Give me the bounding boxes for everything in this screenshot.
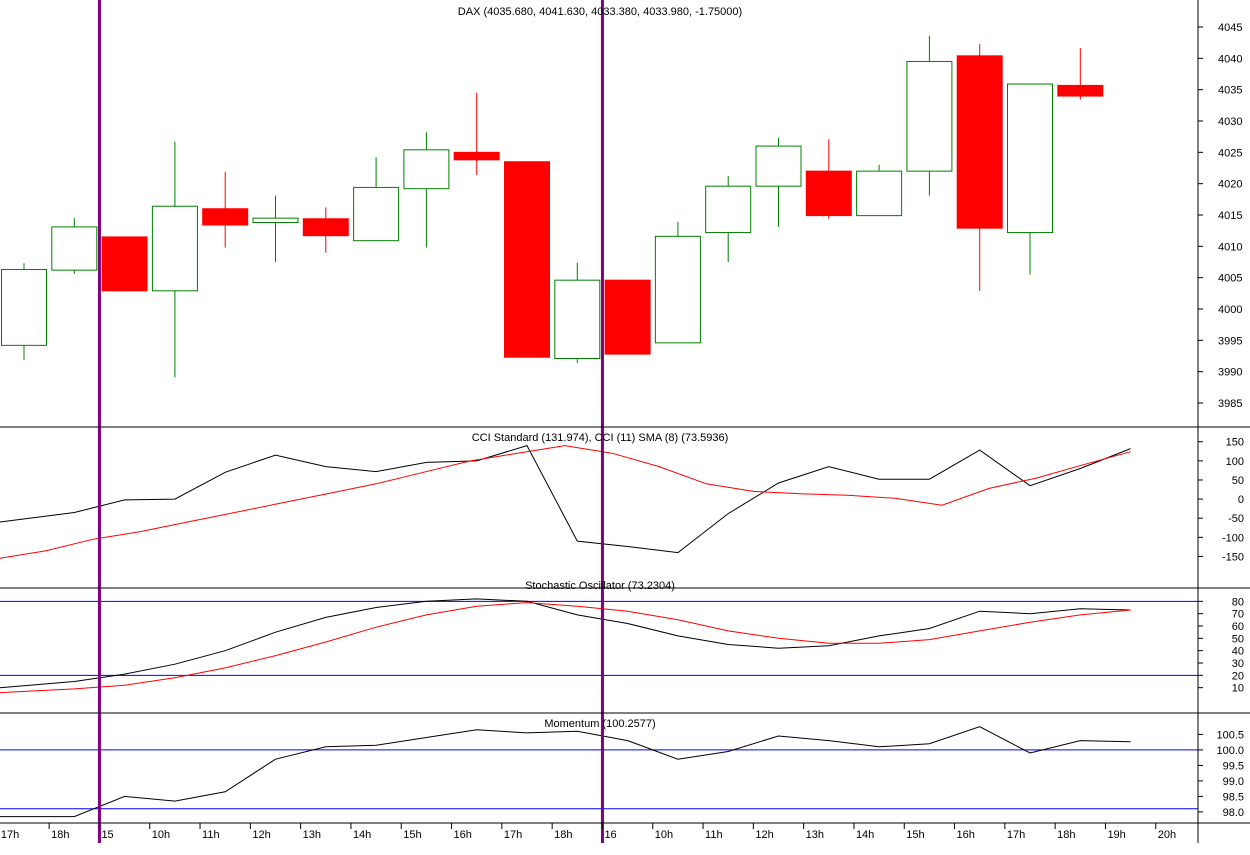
x-tick-label: 19h (1107, 829, 1125, 841)
candle-body (252, 217, 299, 224)
candle-body (453, 151, 500, 161)
guides-layer (0, 600, 1198, 810)
indicator-tick-label: 100.5 (1216, 729, 1244, 741)
x-tick-label: 17h (1007, 829, 1025, 841)
indicator-series-line (0, 602, 1131, 694)
indicator-tick-label: 100 (1226, 456, 1244, 468)
indicator-panel-title: Momentum (100.2577) (544, 718, 655, 730)
data-layer (0, 0, 1131, 843)
indicator-tick-label: 100.0 (1216, 745, 1244, 757)
indicator-series-line (0, 445, 1131, 554)
labels-layer: 3985399039954000400540104015402040254030… (1, 6, 1244, 841)
indicator-tick-label: -100 (1222, 532, 1244, 544)
candle-body (1057, 84, 1104, 97)
candle-body (554, 279, 601, 360)
candle-body (1007, 83, 1053, 234)
candle-body (604, 279, 651, 355)
indicator-tick-label: 98.0 (1223, 807, 1244, 819)
candle-body (353, 186, 400, 242)
price-tick-label: 4040 (1218, 53, 1242, 65)
x-tick-label: 16h (454, 829, 472, 841)
indicator-tick-label: 99.5 (1223, 760, 1244, 772)
candle-body (805, 170, 852, 217)
indicator-tick-label: 40 (1232, 646, 1244, 658)
indicator-tick-label: 80 (1232, 596, 1244, 608)
indicator-panel-title: Stochastic Oscillator (73.2304) (525, 580, 675, 592)
price-tick-label: 4030 (1218, 116, 1242, 128)
price-panel-title: DAX (4035.680, 4041.630, 4033.380, 4033.… (458, 6, 742, 18)
x-tick-label: 13h (303, 829, 321, 841)
candle-body (101, 236, 148, 292)
price-tick-label: 4035 (1218, 85, 1242, 97)
x-tick-label: 11h (705, 829, 723, 841)
indicator-series-line (0, 726, 1131, 818)
x-tick-label: 17h (504, 829, 522, 841)
x-tick-label: 15h (906, 829, 924, 841)
x-tick-label: 15 (101, 829, 113, 841)
candle-body (956, 55, 1003, 229)
x-tick-label: 20h (1158, 829, 1176, 841)
price-tick-label: 3990 (1218, 367, 1242, 379)
price-tick-label: 3995 (1218, 335, 1242, 347)
candle-body (302, 218, 349, 237)
x-tick-label: 10h (655, 829, 673, 841)
price-tick-label: 4015 (1218, 210, 1242, 222)
indicator-tick-label: -50 (1228, 513, 1244, 525)
indicator-tick-label: 0 (1238, 494, 1244, 506)
indicator-series-line (0, 445, 1131, 559)
price-tick-label: 3985 (1218, 398, 1242, 410)
candle-body (151, 205, 198, 292)
candle-body (51, 226, 98, 271)
x-tick-label: 16h (957, 829, 975, 841)
price-tick-label: 4005 (1218, 273, 1242, 285)
candle-body (1, 269, 47, 346)
candle-body (654, 235, 701, 344)
candle-body (504, 161, 550, 358)
candle-body (202, 208, 249, 226)
indicator-tick-label: 99.0 (1223, 776, 1244, 788)
price-tick-label: 4020 (1218, 179, 1242, 191)
x-tick-label: 10h (152, 829, 170, 841)
indicator-tick-label: 150 (1226, 437, 1244, 449)
indicator-tick-label: -150 (1222, 551, 1244, 563)
price-tick-label: 4010 (1218, 241, 1242, 253)
indicator-tick-label: 10 (1232, 683, 1244, 695)
price-tick-label: 4025 (1218, 147, 1242, 159)
candle-body (755, 145, 802, 187)
indicator-tick-label: 20 (1232, 670, 1244, 682)
x-tick-label: 15h (403, 829, 421, 841)
x-tick-label: 12h (755, 829, 773, 841)
x-tick-label: 18h (51, 829, 69, 841)
price-tick-label: 4045 (1218, 22, 1242, 34)
x-tick-label: 18h (554, 829, 572, 841)
candle-body (856, 170, 903, 217)
x-tick-label: 17h (1, 829, 19, 841)
indicator-tick-label: 50 (1232, 633, 1244, 645)
x-tick-label: 14h (856, 829, 874, 841)
candle-body (705, 185, 752, 234)
indicator-tick-label: 50 (1232, 475, 1244, 487)
indicator-panel-title: CCI Standard (131.974), CCI (11) SMA (8)… (472, 432, 729, 444)
indicator-series-line (0, 598, 1131, 689)
x-tick-label: 11h (202, 829, 220, 841)
indicator-tick-label: 60 (1232, 621, 1244, 633)
candle-body (403, 149, 450, 190)
indicator-tick-label: 30 (1232, 658, 1244, 670)
indicator-tick-label: 98.5 (1223, 791, 1244, 803)
x-tick-label: 12h (252, 829, 270, 841)
x-tick-label: 16 (604, 829, 616, 841)
candle-body (906, 60, 953, 172)
x-tick-label: 14h (353, 829, 371, 841)
indicator-tick-label: 70 (1232, 609, 1244, 621)
x-tick-label: 18h (1057, 829, 1075, 841)
price-tick-label: 4000 (1218, 304, 1242, 316)
x-tick-label: 13h (806, 829, 824, 841)
